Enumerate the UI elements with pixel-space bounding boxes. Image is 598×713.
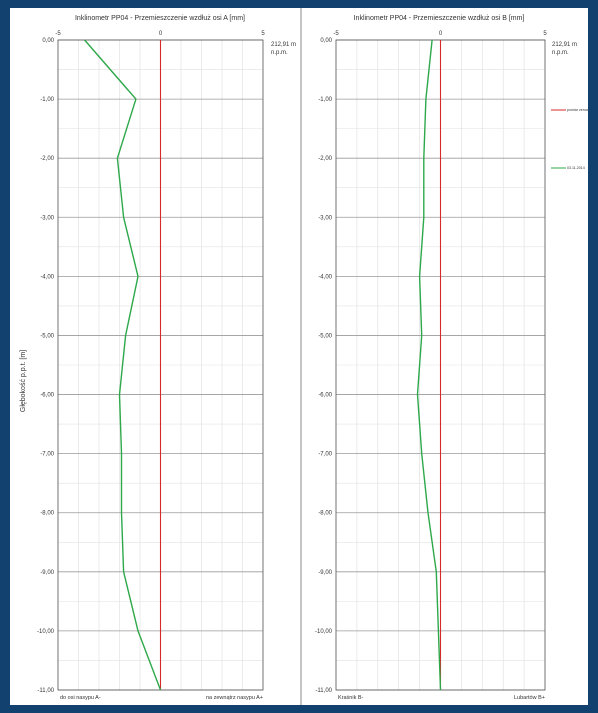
- elevation-label: 212,91 m: [271, 42, 296, 48]
- elevation-label: 212,91 m: [552, 42, 577, 48]
- x-tick-label: -5: [55, 31, 61, 37]
- y-tick-label: -6,00: [40, 393, 54, 399]
- legend: pomiar zerowy 12.03.2014 03.11.2014: [551, 108, 598, 170]
- y-tick-label: -10,00: [37, 629, 55, 635]
- y-tick-label: -8,00: [318, 511, 332, 517]
- y-tick-label: -5,00: [40, 333, 54, 339]
- bottom-right-label: Lubartów B+: [514, 695, 545, 701]
- elevation-label: n.p.m.: [552, 50, 569, 56]
- elevation-label: n.p.m.: [271, 50, 288, 56]
- y-tick-label: -11,00: [315, 688, 332, 694]
- chart-sheet: Głębokość p.p.t. [m] Inklinometr PP04 - …: [10, 8, 598, 705]
- x-tick-label: 0: [159, 31, 163, 37]
- y-tick-label: -9,00: [40, 570, 54, 576]
- y-tick-label: -3,00: [318, 215, 332, 221]
- x-tick-label: 5: [543, 31, 547, 37]
- bottom-left-label: Kraśnik B-: [338, 695, 364, 701]
- chart-title: Inklinometr PP04 - Przemieszczenie wzdłu…: [75, 15, 245, 22]
- y-tick-label: -1,00: [40, 97, 54, 103]
- y-tick-label: -9,00: [318, 570, 332, 576]
- chart-title: Inklinometr PP04 - Przemieszczenie wzdłu…: [354, 15, 525, 22]
- y-tick-label: -11,00: [37, 688, 54, 694]
- bottom-left-label: do osi nasypu A-: [60, 695, 101, 701]
- inclinometer-chart: Głębokość p.p.t. [m] Inklinometr PP04 - …: [20, 8, 598, 705]
- y-tick-label: -2,00: [40, 156, 54, 162]
- y-axis-label: Głębokość p.p.t. [m]: [20, 350, 27, 412]
- chart-panel-a: Inklinometr PP04 - Przemieszczenie wzdłu…: [37, 15, 296, 701]
- y-tick-label: -10,00: [315, 629, 333, 635]
- y-tick-label: -7,00: [318, 452, 332, 458]
- y-tick-label: -4,00: [318, 274, 332, 280]
- series-line-measurement: [416, 39, 442, 691]
- bottom-right-label: na zewnątrz nasypu A+: [206, 695, 263, 701]
- y-tick-label: -8,00: [40, 511, 54, 517]
- x-tick-label: -5: [333, 31, 339, 37]
- x-tick-label: 0: [439, 31, 443, 37]
- y-tick-label: -1,00: [318, 97, 332, 103]
- y-tick-label: -4,00: [40, 274, 54, 280]
- y-tick-label: -5,00: [318, 333, 332, 339]
- series-line-measurement: [84, 39, 162, 691]
- y-tick-label: -7,00: [40, 452, 54, 458]
- y-tick-label: -2,00: [318, 156, 332, 162]
- y-tick-label: 0,00: [320, 38, 332, 44]
- x-tick-label: 5: [261, 31, 265, 37]
- y-tick-label: -6,00: [318, 393, 332, 399]
- y-tick-label: -3,00: [40, 215, 54, 221]
- legend-label: 03.11.2014: [567, 166, 585, 170]
- chart-panel-b: Inklinometr PP04 - Przemieszczenie wzdłu…: [315, 15, 598, 701]
- legend-label: pomiar zerowy 12.03.2014: [567, 108, 588, 112]
- y-tick-label: 0,00: [42, 38, 54, 44]
